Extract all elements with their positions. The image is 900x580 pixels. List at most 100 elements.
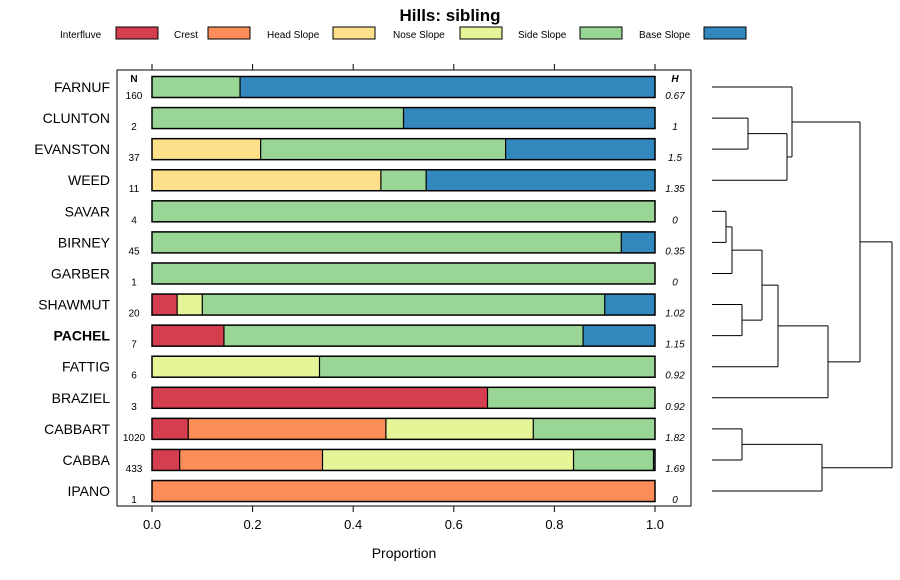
legend: Interfluve Crest Head Slope Nose Slope Side … [60,26,747,41]
n-value: 37 [128,153,140,164]
h-value: 0.92 [665,402,685,413]
row-label: PACHEL [53,328,110,344]
bar-outline [151,386,656,410]
legend-swatch-2 [332,26,376,40]
row-braziel: BRAZIEL 3 0.92 [52,386,685,413]
bar-segment-base-slope [621,231,655,253]
row-label: SAVAR [65,203,110,219]
bar-segment-base-slope [604,294,655,316]
row-label: IPANO [67,483,110,499]
n-value: 20 [128,309,140,320]
x-tick-label-2: 0.4 [344,517,362,532]
row-label: SHAWMUT [38,297,110,313]
h-column-header: H [671,74,679,85]
bar-segment-side-slope [319,356,655,378]
bar-segment-head-slope [152,138,261,160]
row-label: FARNUF [54,79,110,95]
h-value: 1.82 [665,433,685,444]
h-value: 0.92 [665,371,685,382]
row-label: CABBA [63,452,111,468]
row-evanston: EVANSTON 37 1.5 [34,137,682,164]
n-value: 1 [131,277,137,288]
bar-outline [151,479,656,503]
bar-outline [151,417,656,441]
legend-label-5: Base Slope [639,30,691,41]
legend-label-4: Side Slope [518,30,567,41]
bar-segment-base-slope [653,449,655,471]
row-label: EVANSTON [34,141,110,157]
bar-segment-interfluve [152,449,180,471]
h-value: 0 [672,277,678,288]
chart-title: Hills: sibling [399,6,500,25]
bar-segment-nose-slope [177,294,203,316]
n-value: 4 [131,215,137,226]
bar-outline [151,293,656,316]
row-fattig: FATTIG 6 0.92 [62,355,685,382]
h-value: 0.67 [665,91,685,102]
bar-segment-base-slope [505,138,655,160]
bar-outline [151,106,656,130]
h-value: 1.02 [665,309,685,320]
bar-segment-side-slope [152,76,241,98]
bar-segment-side-slope [223,325,584,347]
row-label: FATTIG [62,359,110,375]
n-value: 160 [126,91,143,102]
bar-segment-side-slope [573,449,654,471]
row-clunton: CLUNTON 2 1 [43,106,678,133]
bar-segment-nose-slope [385,418,534,440]
bar-segment-head-slope [152,169,381,191]
n-value: 3 [131,402,137,413]
bar-segment-nose-slope [322,449,574,471]
legend-swatch-1 [207,26,251,40]
row-birney: BIRNEY 45 0.35 [58,231,685,257]
bar-segment-crest [188,418,386,440]
row-farnuf: FARNUF 160 0.67 [54,75,685,102]
bar-outline [151,137,656,161]
h-value: 1.15 [665,340,685,351]
bar-outline [151,448,656,472]
h-value: 0 [672,215,678,226]
bar-segment-base-slope [240,76,655,98]
bar-outline [151,324,656,347]
h-value: 0.35 [665,246,685,257]
x-tick-label-4: 0.8 [545,517,563,532]
bar-outline [151,262,656,285]
legend-label-3: Nose Slope [393,30,445,41]
h-value: 1.69 [665,464,685,475]
row-shawmut: SHAWMUT 20 1.02 [38,293,685,320]
x-tick-label-3: 0.6 [445,517,463,532]
legend-label-0: Interfluve [60,30,102,41]
bar-outline [151,231,656,254]
bar-segment-side-slope [152,231,622,253]
row-weed: WEED 11 1.35 [68,168,685,195]
bar-segment-base-slope [426,169,655,191]
dendrogram [712,86,893,492]
n-value: 1020 [123,433,146,444]
n-value: 11 [129,184,140,195]
row-cabba: CABBA 433 1.69 [63,448,685,475]
legend-label-2: Head Slope [267,30,320,41]
top-axis-ticks [151,64,656,70]
row-cabbart: CABBART 1020 1.82 [44,417,685,444]
row-pachel: PACHEL 7 1.15 [53,324,685,351]
n-value: 1 [131,495,137,506]
n-value: 45 [128,246,140,257]
row-label: BIRNEY [58,234,111,250]
row-label: WEED [68,172,110,188]
bar-segment-side-slope [202,294,605,316]
n-column-header: N [130,74,137,85]
h-value: 1 [672,122,678,133]
row-label: CABBART [44,421,110,437]
legend-swatch-5 [703,26,747,40]
bar-segment-nose-slope [152,356,320,378]
h-value: 1.5 [668,153,682,164]
bar-outline [151,75,656,99]
row-garber: GARBER 1 0 [51,262,678,288]
bar-segment-side-slope [260,138,506,160]
bar-segment-base-slope [403,107,655,129]
row-ipano: IPANO 1 0 [67,479,678,506]
x-tick-label-0: 0.0 [143,517,161,532]
bar-segment-side-slope [152,200,655,222]
